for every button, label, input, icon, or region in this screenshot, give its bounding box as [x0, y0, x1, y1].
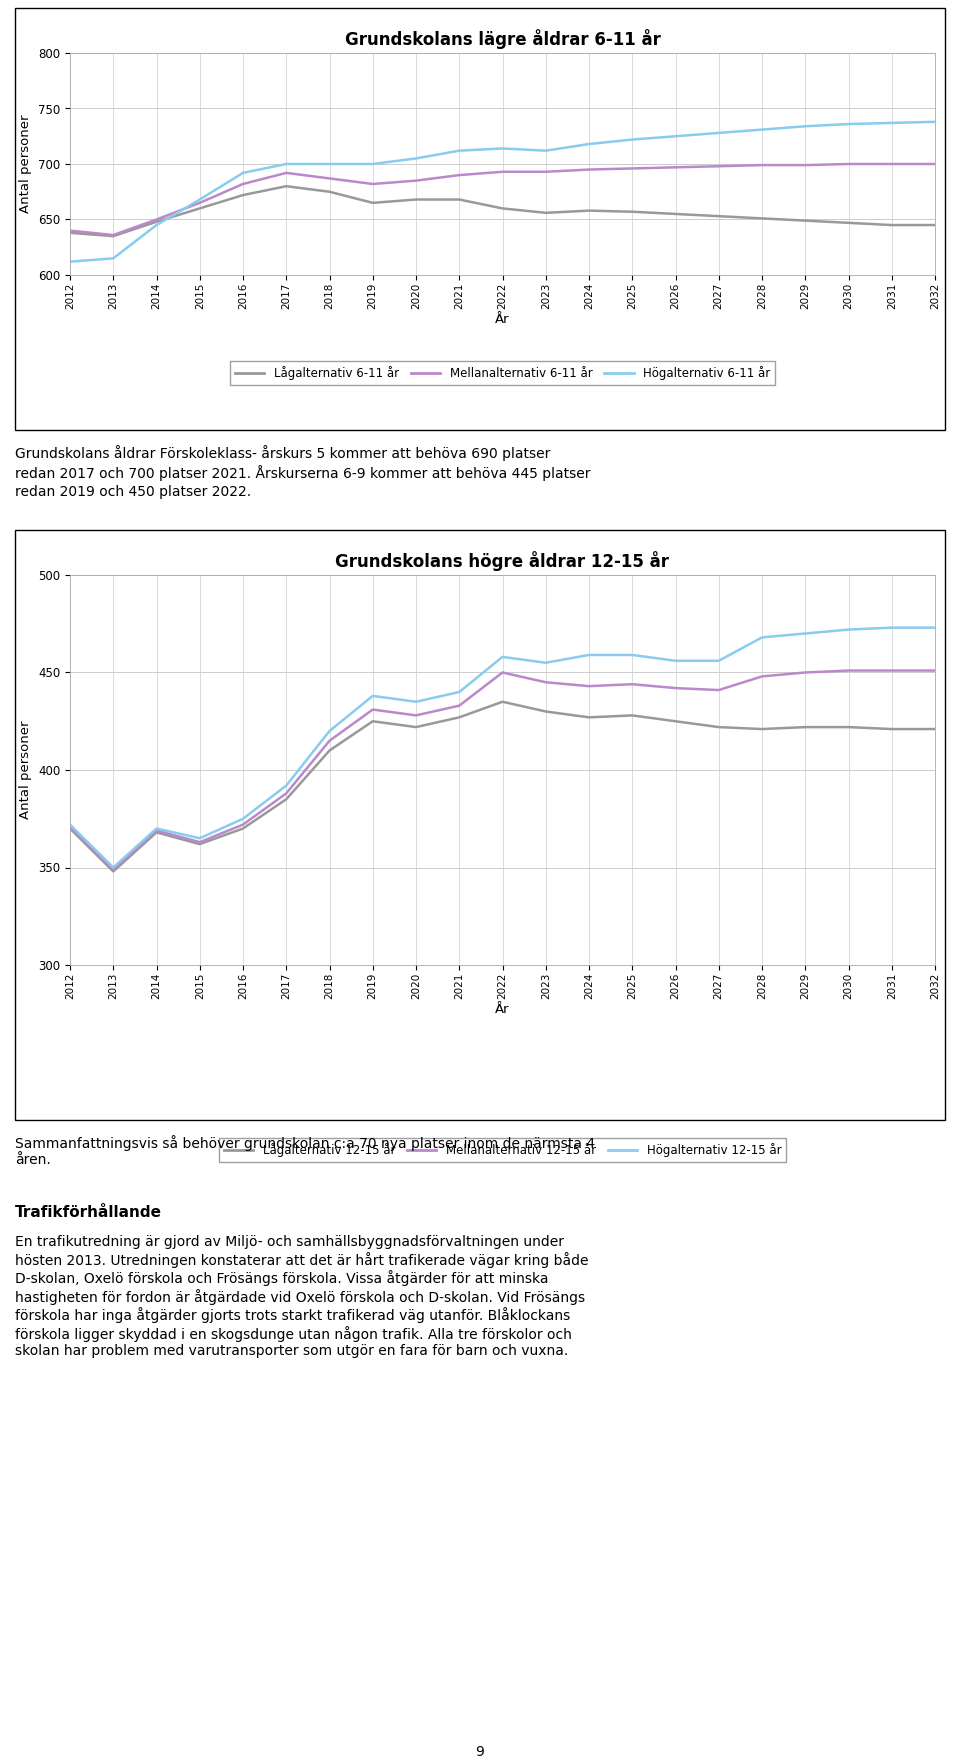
Y-axis label: Antal personer: Antal personer: [19, 114, 33, 213]
Title: Grundskolans lägre åldrar 6-11 år: Grundskolans lägre åldrar 6-11 år: [345, 28, 660, 49]
Text: redan 2017 och 700 platser 2021. Årskurserna 6-9 kommer att behöva 445 platser: redan 2017 och 700 platser 2021. Årskurs…: [15, 465, 590, 481]
Legend: Lågalternativ 6-11 år, Mellanalternativ 6-11 år, Högalternativ 6-11 år: Lågalternativ 6-11 år, Mellanalternativ …: [230, 361, 775, 384]
X-axis label: År: År: [495, 313, 510, 326]
Text: En trafikutredning är gjord av Miljö- och samhällsbyggnadsförvaltningen under
hö: En trafikutredning är gjord av Miljö- oc…: [15, 1234, 588, 1358]
Title: Grundskolans högre åldrar 12-15 år: Grundskolans högre åldrar 12-15 år: [335, 551, 669, 571]
Y-axis label: Antal personer: Antal personer: [19, 720, 33, 819]
X-axis label: År: År: [495, 1004, 510, 1016]
Legend: Lågalternativ 12-15 år, Mellanalternativ 12-15 år, Högalternativ 12-15 år: Lågalternativ 12-15 år, Mellanalternativ…: [219, 1138, 786, 1162]
Text: redan 2019 och 450 platser 2022.: redan 2019 och 450 platser 2022.: [15, 484, 252, 498]
Text: Sammanfattningsvis så behöver grundskolan c:a 70 nya platser inom de närmsta 4
å: Sammanfattningsvis så behöver grundskola…: [15, 1136, 595, 1168]
Text: Grundskolans åldrar Förskoleklass- årskurs 5 kommer att behöva 690 platser: Grundskolans åldrar Förskoleklass- årsku…: [15, 446, 550, 461]
Text: Trafikförhållande: Trafikförhållande: [15, 1205, 162, 1220]
Text: 9: 9: [475, 1745, 485, 1759]
